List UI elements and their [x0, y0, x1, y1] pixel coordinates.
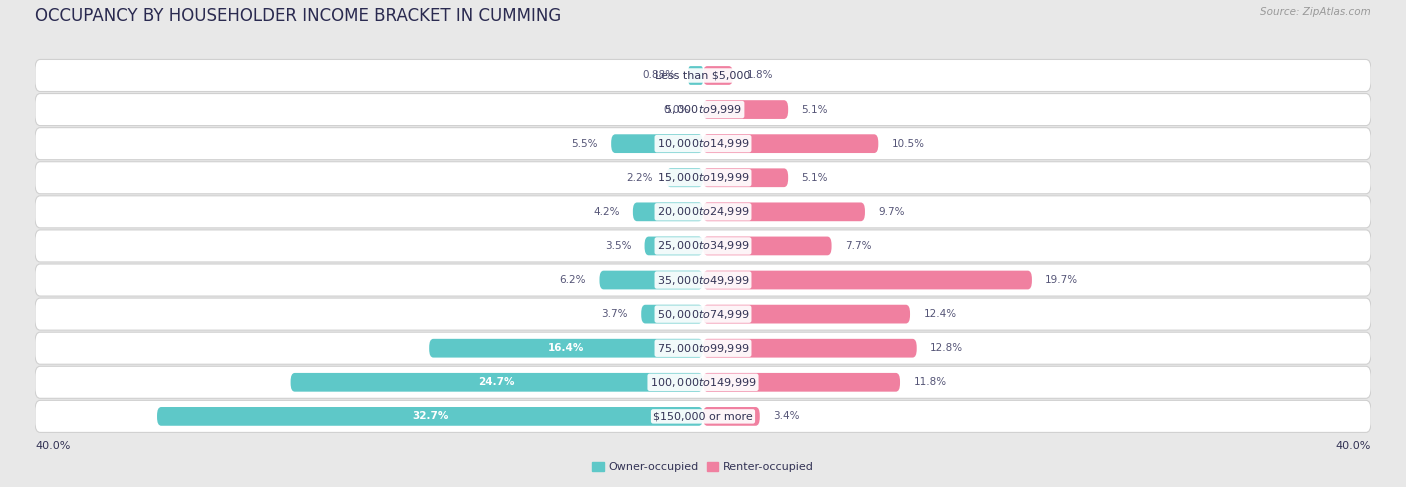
Text: 19.7%: 19.7%	[1045, 275, 1078, 285]
Text: 32.7%: 32.7%	[412, 412, 449, 421]
FancyBboxPatch shape	[599, 271, 703, 289]
Text: Source: ZipAtlas.com: Source: ZipAtlas.com	[1260, 7, 1371, 18]
FancyBboxPatch shape	[35, 366, 1371, 398]
FancyBboxPatch shape	[666, 169, 703, 187]
Text: $10,000 to $14,999: $10,000 to $14,999	[657, 137, 749, 150]
Text: $15,000 to $19,999: $15,000 to $19,999	[657, 171, 749, 184]
Text: 5.5%: 5.5%	[571, 139, 598, 149]
Text: 3.7%: 3.7%	[602, 309, 628, 319]
FancyBboxPatch shape	[35, 162, 1371, 194]
FancyBboxPatch shape	[703, 100, 789, 119]
Text: $100,000 to $149,999: $100,000 to $149,999	[650, 376, 756, 389]
Text: $5,000 to $9,999: $5,000 to $9,999	[664, 103, 742, 116]
Text: 12.4%: 12.4%	[924, 309, 956, 319]
FancyBboxPatch shape	[35, 128, 1371, 160]
FancyBboxPatch shape	[35, 59, 1371, 92]
Text: Less than $5,000: Less than $5,000	[655, 71, 751, 80]
Text: 16.4%: 16.4%	[548, 343, 585, 353]
FancyBboxPatch shape	[641, 305, 703, 323]
Text: $20,000 to $24,999: $20,000 to $24,999	[657, 206, 749, 218]
FancyBboxPatch shape	[35, 230, 1371, 262]
Text: 40.0%: 40.0%	[1336, 441, 1371, 451]
Legend: Owner-occupied, Renter-occupied: Owner-occupied, Renter-occupied	[588, 458, 818, 477]
Text: 6.2%: 6.2%	[560, 275, 586, 285]
FancyBboxPatch shape	[703, 134, 879, 153]
Text: 3.5%: 3.5%	[605, 241, 631, 251]
FancyBboxPatch shape	[703, 407, 759, 426]
Text: $50,000 to $74,999: $50,000 to $74,999	[657, 308, 749, 320]
Text: 3.4%: 3.4%	[773, 412, 800, 421]
FancyBboxPatch shape	[633, 203, 703, 221]
FancyBboxPatch shape	[35, 298, 1371, 330]
FancyBboxPatch shape	[703, 237, 831, 255]
Text: OCCUPANCY BY HOUSEHOLDER INCOME BRACKET IN CUMMING: OCCUPANCY BY HOUSEHOLDER INCOME BRACKET …	[35, 7, 561, 25]
Text: 9.7%: 9.7%	[879, 207, 905, 217]
Text: 12.8%: 12.8%	[931, 343, 963, 353]
FancyBboxPatch shape	[35, 400, 1371, 432]
FancyBboxPatch shape	[703, 66, 733, 85]
FancyBboxPatch shape	[35, 332, 1371, 364]
Text: 7.7%: 7.7%	[845, 241, 872, 251]
Text: 10.5%: 10.5%	[891, 139, 925, 149]
FancyBboxPatch shape	[703, 271, 1032, 289]
FancyBboxPatch shape	[644, 237, 703, 255]
Text: 40.0%: 40.0%	[35, 441, 70, 451]
FancyBboxPatch shape	[689, 66, 703, 85]
Text: 0.0%: 0.0%	[664, 105, 689, 114]
Text: $35,000 to $49,999: $35,000 to $49,999	[657, 274, 749, 286]
Text: 11.8%: 11.8%	[914, 377, 946, 387]
FancyBboxPatch shape	[703, 373, 900, 392]
FancyBboxPatch shape	[612, 134, 703, 153]
Text: $75,000 to $99,999: $75,000 to $99,999	[657, 342, 749, 355]
Text: 4.2%: 4.2%	[593, 207, 620, 217]
FancyBboxPatch shape	[157, 407, 703, 426]
FancyBboxPatch shape	[703, 203, 865, 221]
Text: 0.88%: 0.88%	[643, 71, 675, 80]
Text: 5.1%: 5.1%	[801, 105, 828, 114]
FancyBboxPatch shape	[703, 305, 910, 323]
FancyBboxPatch shape	[703, 339, 917, 357]
FancyBboxPatch shape	[35, 94, 1371, 126]
FancyBboxPatch shape	[291, 373, 703, 392]
Text: $150,000 or more: $150,000 or more	[654, 412, 752, 421]
Text: 1.8%: 1.8%	[747, 71, 773, 80]
FancyBboxPatch shape	[429, 339, 703, 357]
Text: $25,000 to $34,999: $25,000 to $34,999	[657, 240, 749, 252]
FancyBboxPatch shape	[703, 169, 789, 187]
FancyBboxPatch shape	[35, 264, 1371, 296]
Text: 2.2%: 2.2%	[627, 173, 652, 183]
Text: 24.7%: 24.7%	[478, 377, 515, 387]
Text: 5.1%: 5.1%	[801, 173, 828, 183]
FancyBboxPatch shape	[35, 196, 1371, 228]
